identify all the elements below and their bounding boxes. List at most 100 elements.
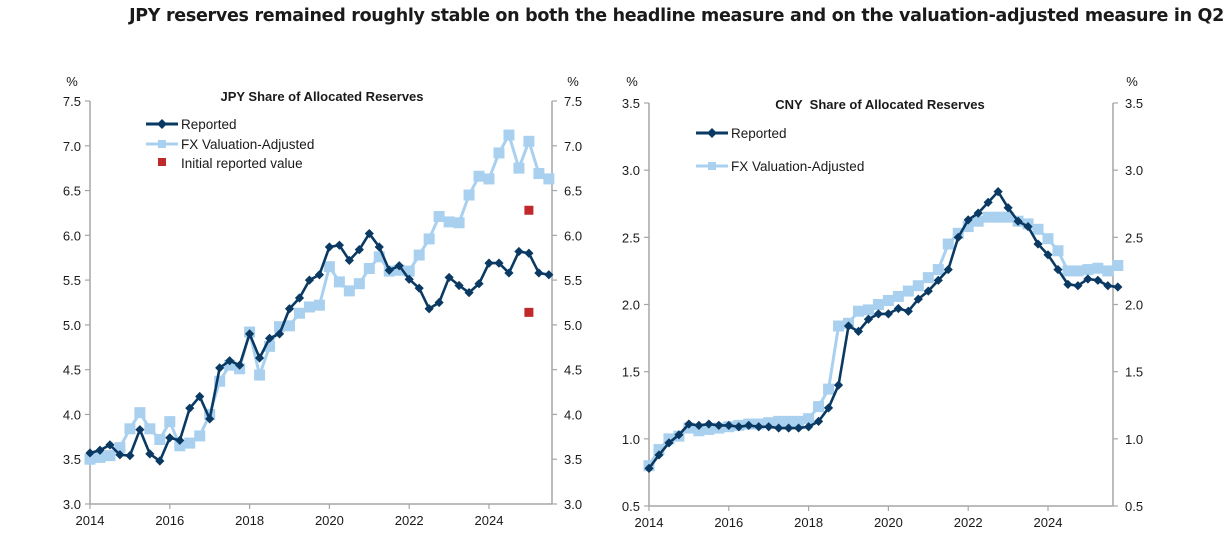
jpy-left-ytick-label: 3.0 [63,497,81,512]
jpy-right-ytick-label: 4.5 [564,363,582,378]
cny-fx-valuation-adjusted-point [942,238,954,250]
cny-reported-point [754,422,764,432]
cny-reported-point [784,423,794,433]
jpy-reported-point [274,329,285,339]
cny-left-ytick-label: 3.5 [622,96,640,111]
cny-reported-point [734,422,744,432]
cny-legend-fx-square-icon [708,162,716,170]
jpy-legend-reported-diamond-icon [157,119,167,129]
cny-left-ytick-label: 2.5 [622,230,640,245]
cny-fx-valuation-adjusted-point [972,215,984,227]
jpy-initial-reported-point [524,307,534,317]
cny-fx-valuation-adjusted-point [882,294,894,306]
cny-fx-valuation-adjusted-point [962,221,974,233]
cny-xtick-label: 2014 [635,515,664,530]
cny-left-ytick-label: 3.0 [622,163,640,178]
cny-reported-point [744,420,754,430]
jpy-xtick-label: 2018 [235,513,264,528]
jpy-reported-point [354,245,364,255]
jpy-reported-point [504,268,514,278]
jpy-fx-valuation-adjusted-point [533,168,545,180]
jpy-reported-point [264,333,275,343]
jpy-reported-point [324,242,334,252]
jpy-left-ytick-label: 5.5 [63,273,81,288]
cny-reported-point [724,420,734,430]
cny-fx-valuation-adjusted-point [1002,211,1014,223]
jpy-reported-point [494,258,504,268]
cny-left-ytick-label: 2.0 [622,298,640,313]
jpy-reported-point [424,304,434,314]
cny-right-ytick-label: 1.0 [1125,432,1143,447]
jpy-reported-point [175,435,185,446]
jpy-reported-point [384,265,394,275]
jpy-fx-valuation-adjusted-point [363,262,375,274]
jpy-fx-valuation-adjusted-point [343,285,355,297]
cny-fx-valuation-adjusted-point [653,444,665,456]
jpy-reported-point [165,433,175,443]
cny-reported-point [1023,221,1033,232]
cny-reported-point [823,403,834,413]
cny-fx-valuation-adjusted-point [803,413,815,425]
cny-fx-valuation-adjusted-point [932,264,944,276]
jpy-fx-valuation-adjusted-point [114,442,126,454]
jpy-reported-point [254,353,265,363]
jpy-reported-point [394,261,404,271]
jpy-fx-valuation-adjusted-point [303,301,315,313]
jpy-left-ytick-label: 5.0 [63,318,81,333]
cny-fx-valuation-adjusted-point [1092,262,1104,274]
jpy-reported-point [454,280,464,291]
jpy-fx-valuation-adjusted-point [403,265,415,277]
jpy-chart-title: JPY Share of Allocated Reserves [220,89,423,104]
jpy-reported-point [215,363,225,373]
cny-reported-point [983,197,993,208]
cny-reported-point [654,450,664,460]
jpy-reported-point [125,451,135,461]
cny-fx-valuation-adjusted-point [1052,245,1064,257]
cny-fx-valuation-adjusted-point [1082,264,1094,276]
cny-fx-valuation-adjusted-point [793,415,805,427]
jpy-fx-valuation-adjusted-point [293,307,305,319]
jpy-fx-valuation-adjusted-point [543,173,555,185]
jpy-legend: Reported FX Valuation-Adjusted Initial r… [146,117,314,171]
jpy-fx-valuation-adjusted-point [174,440,186,452]
jpy-fx-valuation-adjusted-point [463,189,475,201]
jpy-legend-item-initial: Initial reported value [158,156,303,171]
cny-reported-point [863,314,874,324]
jpy-right-unit: % [567,74,579,89]
cny-reported-point [1043,250,1053,260]
cny-left-ytick-label: 1.5 [622,365,640,380]
jpy-xtick-label: 2014 [76,513,105,528]
jpy-reported-point [334,240,344,250]
cny-xtick-label: 2024 [1034,515,1063,530]
cny-fx-valuation-adjusted-point [773,415,785,427]
cny-reported-point [883,309,893,319]
jpy-reported-point [364,228,374,239]
jpy-fx-valuation-adjusted-point [453,217,465,229]
jpy-reported-point [344,255,354,266]
cny-reported-point [943,264,953,275]
cny-fx-valuation-adjusted-point [1072,265,1084,277]
jpy-left-ytick-label: 7.5 [63,94,81,109]
cny-chart: CNY Share of Allocated Reserves % % 0.5 0… [622,74,1143,530]
jpy-right-ytick-label: 5.0 [564,318,582,333]
cny-reported-point [813,416,824,426]
jpy-reported-point [544,270,554,280]
jpy-reported-point [374,242,384,252]
cny-reported-point [714,420,724,430]
jpy-reported-point [135,425,145,435]
cny-reported-point [764,422,774,432]
cny-fx-valuation-adjusted-point [892,290,904,302]
cny-reported-point [674,430,684,440]
cny-xtick-label: 2020 [874,515,903,530]
jpy-fx-valuation-adjusted-point [503,129,515,141]
jpy-fx-valuation-adjusted-point [353,278,365,290]
cny-fx-valuation-adjusted-point [693,425,705,437]
jpy-left-ytick-label: 6.5 [63,184,81,199]
cny-reported-point [833,380,844,390]
cny-reported-point [1013,216,1023,226]
jpy-legend-item-fx: FX Valuation-Adjusted [146,137,314,152]
cny-reported-point [843,321,854,331]
cny-xtick-label: 2018 [794,515,823,530]
jpy-reported-point [514,246,524,257]
